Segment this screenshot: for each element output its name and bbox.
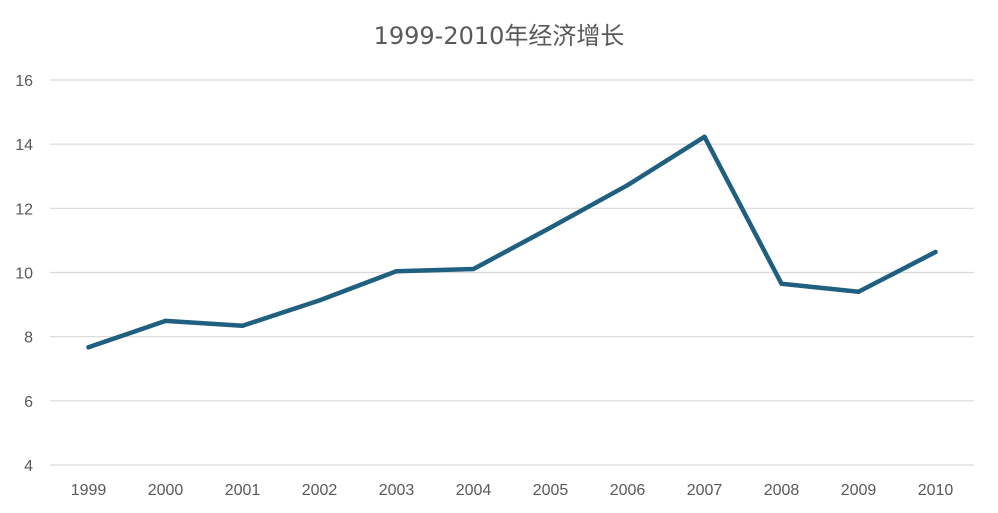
data-point-1999 (86, 345, 91, 350)
y-tick-label: 12 (15, 201, 33, 218)
data-point-2000 (163, 318, 168, 324)
data-point-2010 (933, 249, 938, 255)
y-tick-label: 10 (15, 266, 33, 283)
x-tick-label: 2001 (225, 482, 261, 499)
data-point-2006 (625, 183, 630, 188)
y-tick-label: 4 (24, 458, 33, 475)
x-tick-label: 2007 (687, 482, 723, 499)
data-point-2007 (702, 134, 707, 139)
x-tick-label: 2009 (841, 482, 877, 499)
x-tick-label: 2004 (456, 482, 492, 499)
x-tick-label: 2006 (610, 482, 646, 499)
x-tick-label: 2005 (533, 482, 569, 499)
y-tick-label: 6 (24, 394, 33, 411)
x-tick-label: 1999 (71, 482, 107, 499)
data-point-2005 (548, 225, 553, 230)
data-point-2001 (240, 323, 245, 328)
series-line-0 (86, 134, 938, 350)
data-point-2009 (856, 289, 861, 294)
y-tick-label: 16 (15, 73, 33, 90)
data-point-2002 (317, 298, 322, 303)
x-tick-label: 2010 (918, 482, 954, 499)
chart-title: 1999-2010年经济增长 (374, 22, 625, 50)
x-tick-label: 2002 (302, 482, 338, 499)
data-point-2003 (394, 269, 399, 274)
x-tick-label: 2008 (764, 482, 800, 499)
x-tick-label: 2000 (148, 482, 184, 499)
series-group (86, 134, 938, 350)
data-point-2008 (779, 281, 784, 286)
data-point-2004 (471, 266, 476, 272)
y-axis-tick-labels: 4 6 8 10 12 14 16 (15, 73, 33, 475)
x-axis-tick-labels: 1999 2000 2001 2002 2003 2004 2005 2006 2007 2008… (71, 482, 954, 499)
y-tick-label: 8 (24, 330, 33, 347)
x-tick-label: 2003 (379, 482, 415, 499)
gridlines (50, 79, 974, 466)
y-tick-label: 14 (15, 137, 33, 154)
